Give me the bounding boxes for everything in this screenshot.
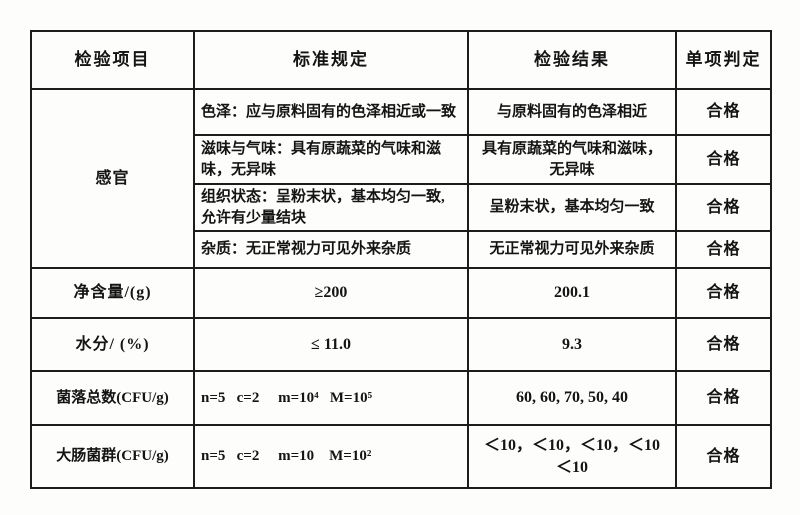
- col-header-judgment: 单项判定: [675, 30, 772, 90]
- standard-cell: 组织状态：呈粉末状，基本均匀一致, 允许有少量结块: [193, 183, 469, 232]
- result-cell: 9.3: [467, 317, 677, 372]
- judgment-cell: 合格: [675, 230, 772, 269]
- judgment-cell: 合格: [675, 134, 772, 185]
- standard-cell: ≤ 11.0: [193, 317, 469, 372]
- judgment-cell: 合格: [675, 183, 772, 232]
- standard-cell: n=5 c=2 m=10 M=10²: [193, 424, 469, 489]
- standard-cell: 滋味与气味：具有原蔬菜的气味和滋 味，无异味: [193, 134, 469, 185]
- standard-cell: 色泽：应与原料固有的色泽相近或一致: [193, 88, 469, 136]
- result-cell: 无正常视力可见外来杂质: [467, 230, 677, 269]
- col-header-result: 检验结果: [467, 30, 677, 90]
- judgment-cell: 合格: [675, 267, 772, 319]
- standard-cell: 杂质：无正常视力可见外来杂质: [193, 230, 469, 269]
- col-header-standard: 标准规定: [193, 30, 469, 90]
- judgment-cell: 合格: [675, 317, 772, 372]
- result-cell: 与原料固有的色泽相近: [467, 88, 677, 136]
- inspection-table: 检验项目 标准规定 检验结果 单项判定 感官 色泽：应与原料固有的色泽相近或一致…: [30, 30, 772, 489]
- judgment-cell: 合格: [675, 424, 772, 489]
- result-cell: 具有原蔬菜的气味和滋味， 无异味: [467, 134, 677, 185]
- table-row-taste-odor: 滋味与气味：具有原蔬菜的气味和滋 味，无异味 具有原蔬菜的气味和滋味， 无异味 …: [31, 134, 772, 185]
- table-row-coliform: 大肠菌群(CFU/g) n=5 c=2 m=10 M=10² ＜10，＜10，＜…: [30, 424, 772, 489]
- result-cell: 60, 60, 70, 50, 40: [467, 370, 677, 426]
- standard-cell: n=5 c=2 m=10⁴ M=10⁵: [193, 370, 469, 426]
- standard-cell: ≥200: [193, 267, 469, 319]
- judgment-cell: 合格: [675, 88, 772, 136]
- table-row-color: 感官 色泽：应与原料固有的色泽相近或一致 与原料固有的色泽相近 合格: [30, 88, 772, 269]
- table-row-moisture: 水分/ (%) ≤ 11.0 9.3 合格: [30, 317, 772, 372]
- table-row-impurities: 杂质：无正常视力可见外来杂质 无正常视力可见外来杂质 合格: [31, 230, 772, 269]
- result-cell: 呈粉末状，基本均匀一致: [467, 183, 677, 232]
- result-cell: ＜10，＜10，＜10，＜10 ＜10: [467, 424, 677, 489]
- item-label-cell: 水分/ (%): [30, 317, 195, 372]
- table-row-net-content: 净含量/(g) ≥200 200.1 合格: [30, 267, 772, 319]
- item-label-cell: 大肠菌群(CFU/g): [30, 424, 195, 489]
- sensory-group-label-cell: 感官: [30, 88, 195, 269]
- col-header-inspection-item: 检验项目: [30, 30, 195, 90]
- result-cell: 200.1: [467, 267, 677, 319]
- item-label-cell: 菌落总数(CFU/g): [30, 370, 195, 426]
- item-label-cell: 净含量/(g): [30, 267, 195, 319]
- table-row-texture: 组织状态：呈粉末状，基本均匀一致, 允许有少量结块 呈粉末状，基本均匀一致 合格: [31, 183, 772, 232]
- table-header-row: 检验项目 标准规定 检验结果 单项判定: [30, 30, 772, 90]
- judgment-cell: 合格: [675, 370, 772, 426]
- table-row-total-colony-count: 菌落总数(CFU/g) n=5 c=2 m=10⁴ M=10⁵ 60, 60, …: [30, 370, 772, 426]
